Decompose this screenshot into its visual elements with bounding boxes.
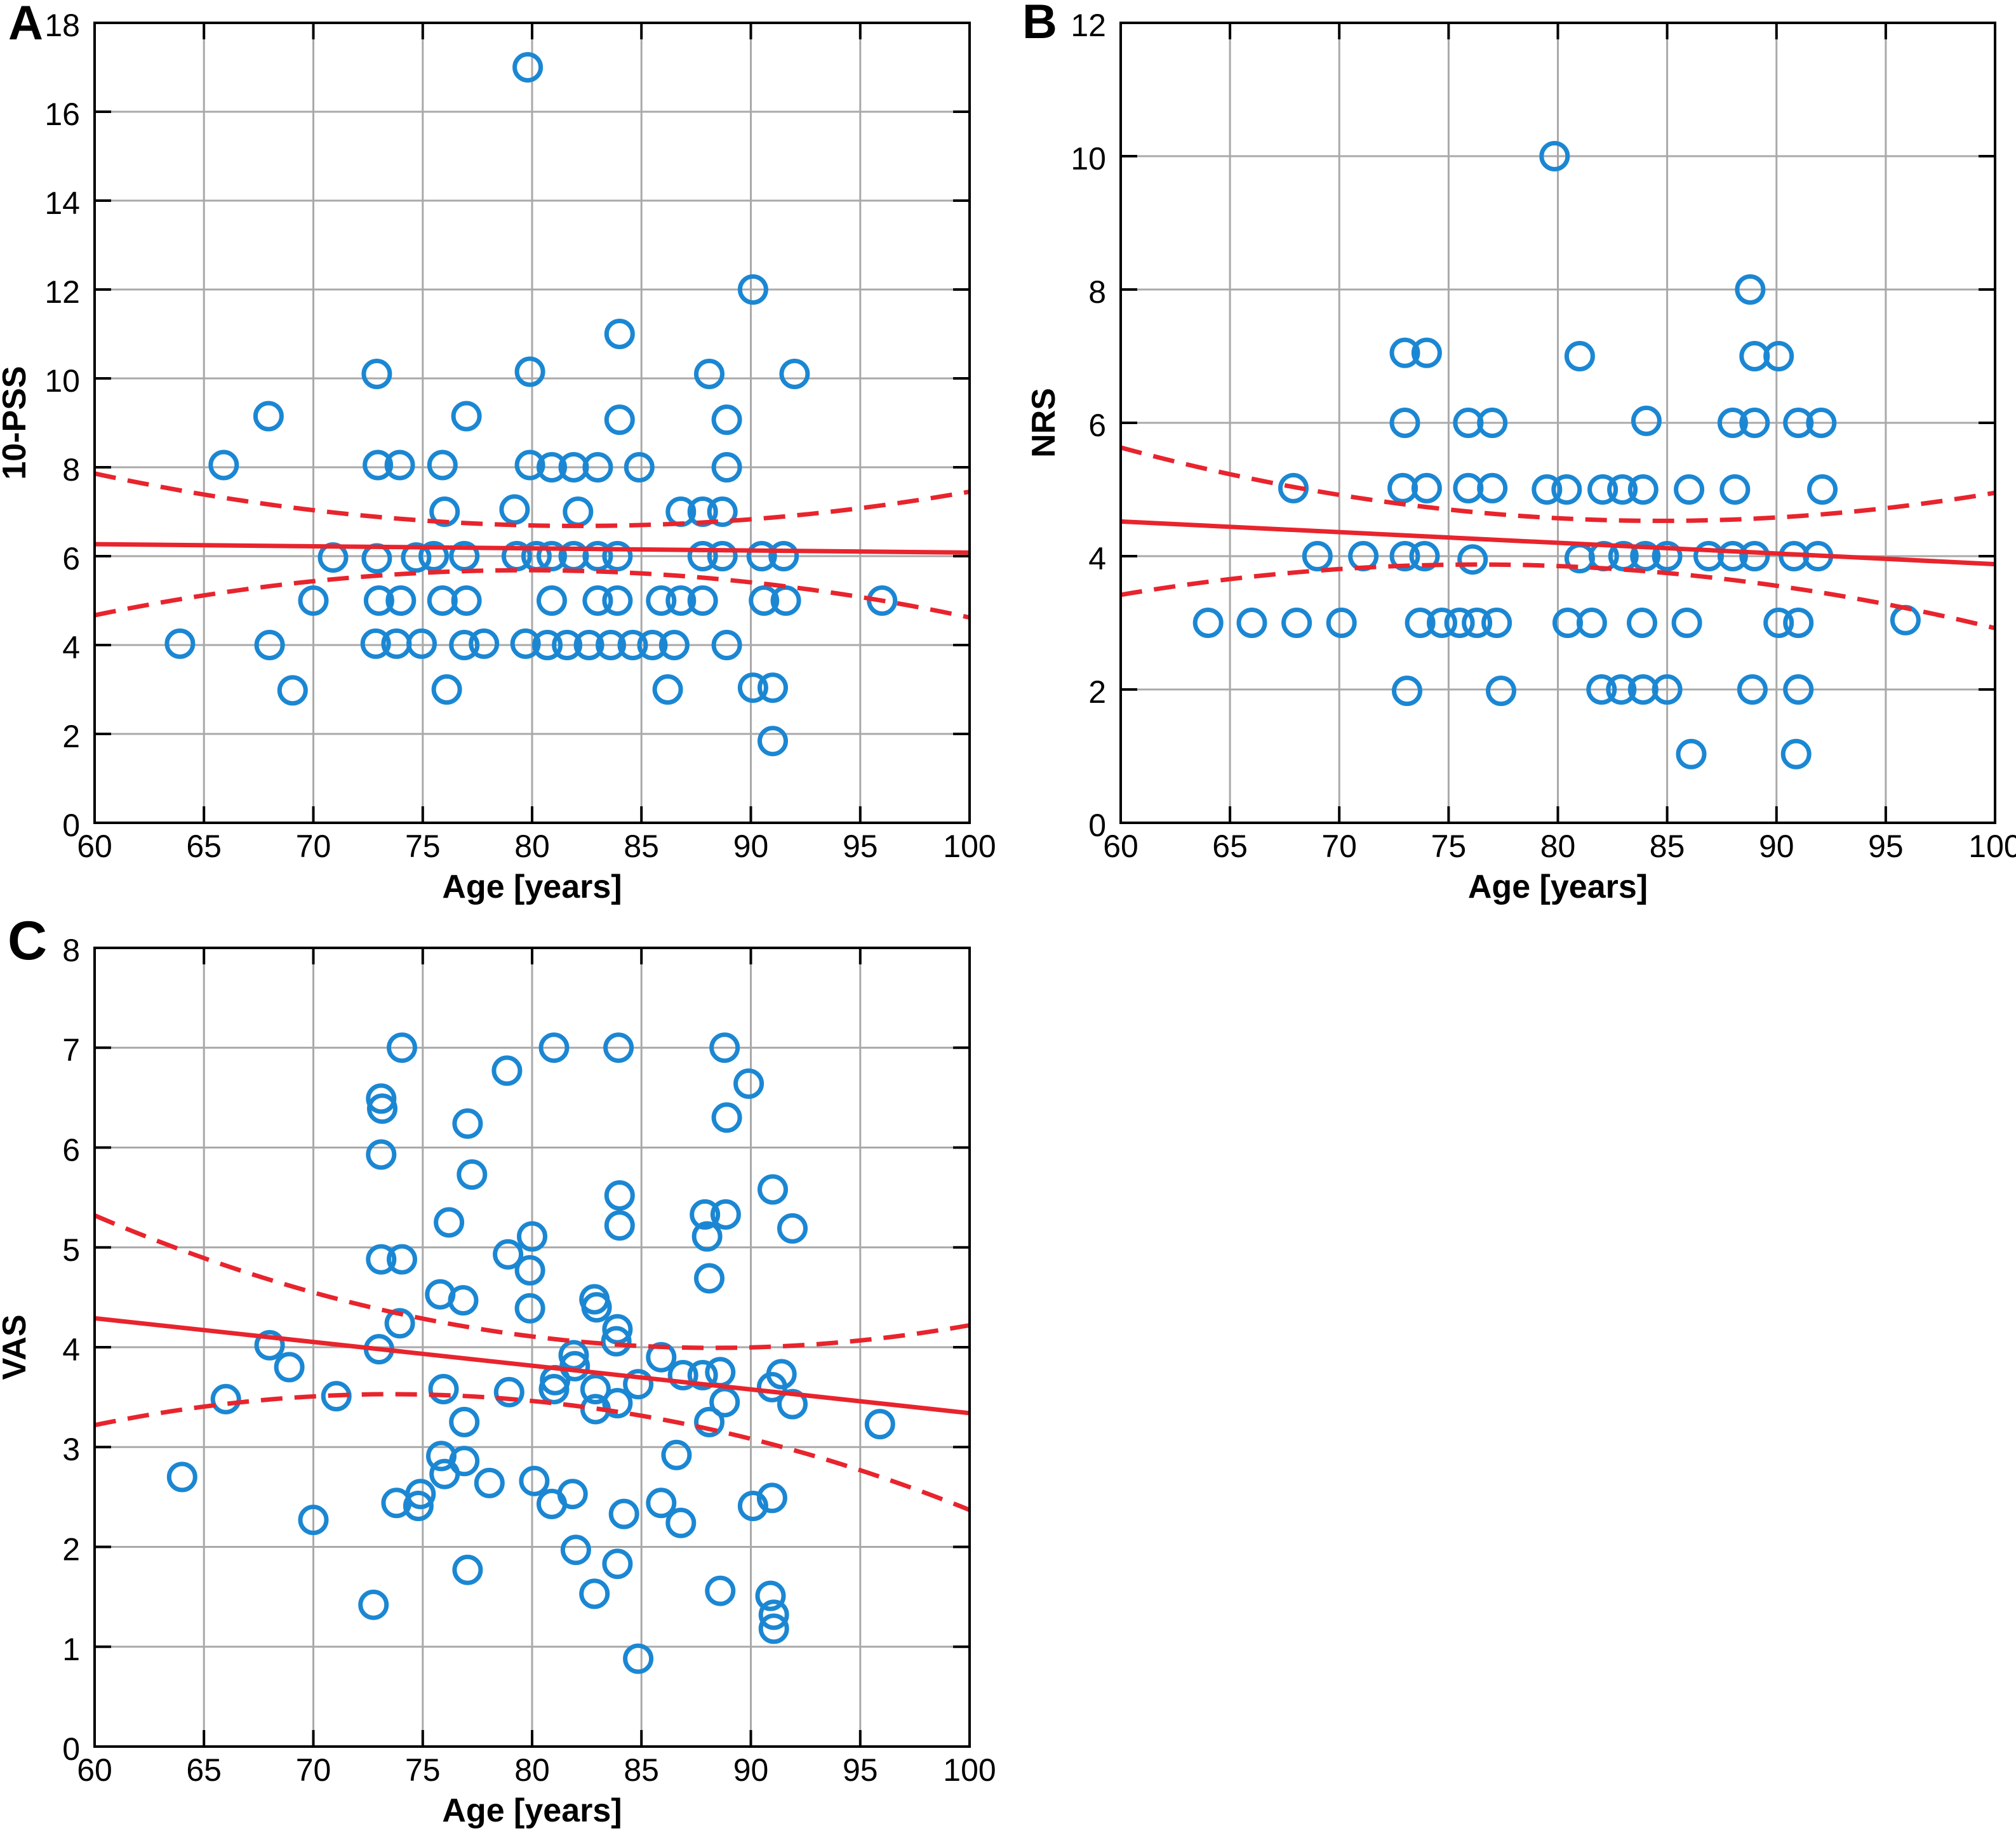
svg-text:10-PSS: 10-PSS xyxy=(0,366,33,479)
svg-text:6: 6 xyxy=(1088,408,1106,443)
svg-text:70: 70 xyxy=(296,1752,331,1788)
svg-text:16: 16 xyxy=(44,97,80,132)
svg-text:0: 0 xyxy=(62,1731,80,1767)
svg-text:75: 75 xyxy=(405,829,441,864)
svg-text:6: 6 xyxy=(62,541,80,576)
svg-text:7: 7 xyxy=(62,1032,80,1068)
svg-text:4: 4 xyxy=(1088,541,1106,576)
svg-text:2: 2 xyxy=(62,719,80,754)
svg-text:14: 14 xyxy=(44,185,80,221)
svg-text:1: 1 xyxy=(62,1632,80,1667)
svg-text:100: 100 xyxy=(943,829,996,864)
svg-text:75: 75 xyxy=(1431,829,1467,864)
svg-text:A: A xyxy=(8,0,43,50)
svg-text:80: 80 xyxy=(514,1752,550,1788)
svg-text:95: 95 xyxy=(843,1752,878,1788)
svg-text:12: 12 xyxy=(1071,8,1106,43)
svg-text:85: 85 xyxy=(624,829,659,864)
svg-text:65: 65 xyxy=(1212,829,1248,864)
svg-text:85: 85 xyxy=(1650,829,1685,864)
svg-text:90: 90 xyxy=(733,1752,769,1788)
svg-text:VAS: VAS xyxy=(0,1314,33,1380)
svg-text:70: 70 xyxy=(1321,829,1357,864)
svg-text:12: 12 xyxy=(44,274,80,310)
svg-text:95: 95 xyxy=(843,829,878,864)
svg-text:18: 18 xyxy=(44,8,80,43)
svg-text:90: 90 xyxy=(1759,829,1794,864)
svg-text:0: 0 xyxy=(1088,808,1106,843)
svg-text:60: 60 xyxy=(77,1752,112,1788)
svg-text:4: 4 xyxy=(62,1332,80,1368)
svg-text:8: 8 xyxy=(62,452,80,488)
svg-text:80: 80 xyxy=(514,829,550,864)
svg-text:80: 80 xyxy=(1540,829,1576,864)
svg-text:70: 70 xyxy=(296,829,331,864)
svg-text:6: 6 xyxy=(62,1133,80,1168)
svg-text:2: 2 xyxy=(62,1532,80,1568)
svg-text:95: 95 xyxy=(1868,829,1904,864)
svg-text:3: 3 xyxy=(62,1432,80,1467)
svg-text:10: 10 xyxy=(44,363,80,399)
svg-text:90: 90 xyxy=(733,829,769,864)
svg-text:65: 65 xyxy=(186,1752,222,1788)
svg-text:10: 10 xyxy=(1071,141,1106,176)
svg-text:Age [years]: Age [years] xyxy=(442,1792,622,1829)
svg-text:2: 2 xyxy=(1088,674,1106,710)
svg-text:Age [years]: Age [years] xyxy=(1468,869,1648,905)
svg-text:65: 65 xyxy=(186,829,222,864)
svg-text:100: 100 xyxy=(943,1752,996,1788)
svg-text:8: 8 xyxy=(1088,274,1106,310)
svg-text:85: 85 xyxy=(624,1752,659,1788)
svg-text:NRS: NRS xyxy=(1025,388,1062,458)
svg-text:B: B xyxy=(1022,0,1057,49)
svg-text:8: 8 xyxy=(62,933,80,968)
svg-text:100: 100 xyxy=(1968,829,2016,864)
svg-text:4: 4 xyxy=(62,630,80,665)
svg-text:C: C xyxy=(8,910,47,971)
svg-text:Age [years]: Age [years] xyxy=(442,869,622,905)
svg-text:0: 0 xyxy=(62,808,80,843)
svg-text:60: 60 xyxy=(1103,829,1138,864)
svg-text:75: 75 xyxy=(405,1752,441,1788)
svg-text:60: 60 xyxy=(77,829,112,864)
svg-text:5: 5 xyxy=(62,1232,80,1268)
